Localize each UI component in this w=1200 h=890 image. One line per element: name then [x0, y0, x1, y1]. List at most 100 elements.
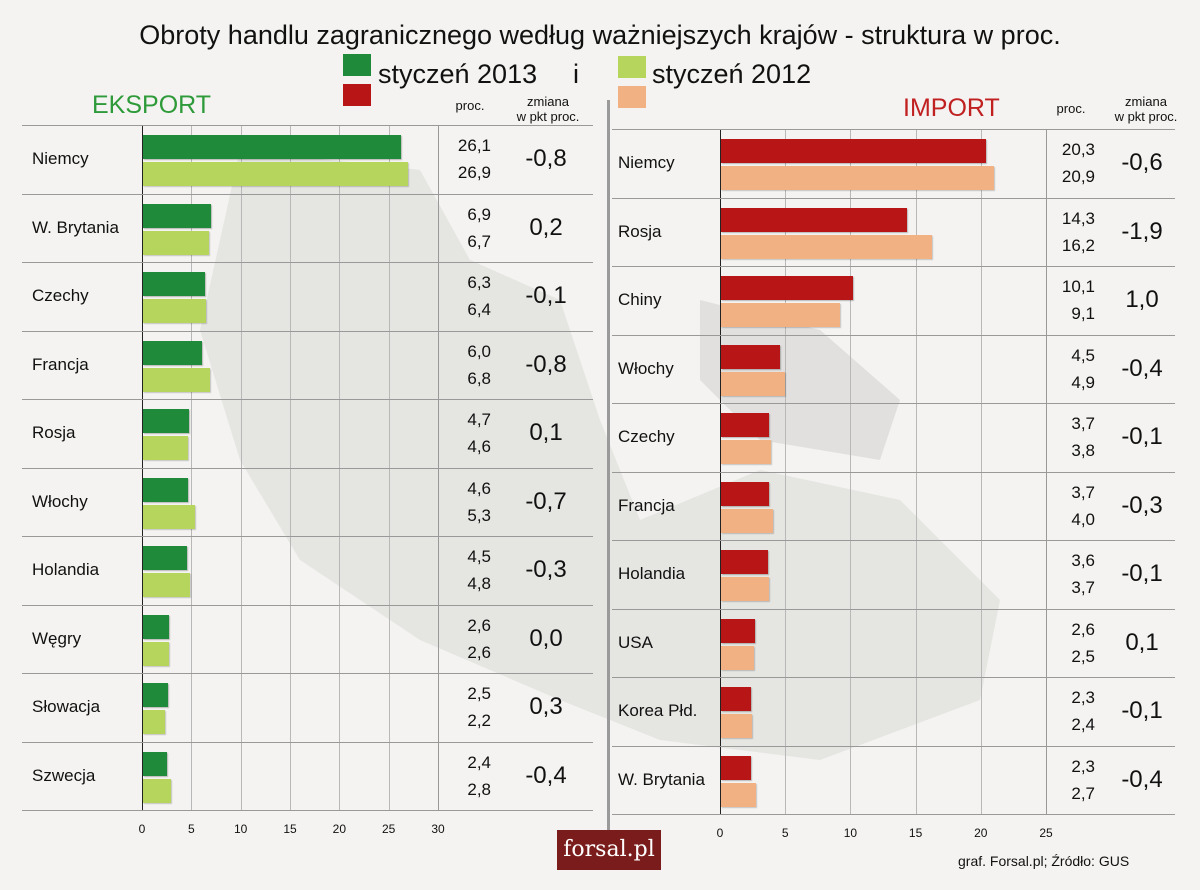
- import-bar-2013: [721, 755, 751, 780]
- export-country-label: Czechy: [32, 286, 89, 306]
- import-value-2012: 3,7: [1071, 578, 1095, 597]
- import-value-2013: 20,3: [1061, 140, 1095, 159]
- export-row-separator: [22, 673, 593, 674]
- export-row-separator: [22, 536, 593, 537]
- import-value-2013: 4,5: [1071, 345, 1095, 365]
- import-value-2013: 3,7: [1071, 482, 1095, 502]
- export-title: EKSPORT: [92, 91, 212, 119]
- import-value-2013: 2,3: [1071, 688, 1095, 707]
- import-value-2012: 2,4: [1071, 715, 1095, 734]
- export-bar-2013: [143, 409, 190, 433]
- export-column-separator: [438, 125, 439, 810]
- import-bar-2013: [721, 207, 908, 232]
- export-bar-2012: [143, 641, 169, 666]
- import-country-label: Rosja: [618, 221, 662, 241]
- export-country-label: Francja: [32, 354, 89, 374]
- export-bar-2012: [143, 710, 165, 734]
- import-bar-2013: [721, 344, 780, 369]
- export-country-label: Włochy: [32, 491, 88, 511]
- import-value-2012: 2,5: [1071, 646, 1095, 666]
- import-row-separator: [612, 403, 1175, 404]
- export-bar-2013: [143, 546, 188, 570]
- import-change-header-line2: w pkt proc.: [1114, 109, 1178, 124]
- export-change-header-line1: zmiana: [527, 94, 569, 109]
- export-value-2013: 2,5: [467, 684, 491, 703]
- export-tick-label: 0: [138, 822, 146, 836]
- export-change-header-line2: w pkt proc.: [516, 109, 580, 124]
- import-change-header-line1: zmiana: [1125, 94, 1167, 109]
- import-column-separator: [1046, 129, 1047, 814]
- import-value-2012: 4,0: [1071, 509, 1095, 529]
- export-bar-2012: [143, 230, 210, 255]
- legend-connector: i: [573, 59, 579, 89]
- export-country-label: W. Brytania: [32, 217, 119, 237]
- export-row-separator: [22, 467, 593, 469]
- import-bar-2013: [721, 139, 986, 163]
- import-row-separator: [612, 197, 1175, 199]
- legend-swatch-import-2012: [618, 86, 646, 108]
- import-country-label: Chiny: [618, 290, 662, 310]
- import-row-separator: [612, 677, 1175, 678]
- import-bar-2012: [721, 508, 774, 533]
- export-bar-2013: [143, 203, 212, 228]
- export-tick-label: 5: [187, 822, 195, 836]
- export-value-2013: 6,3: [467, 273, 491, 292]
- import-change-value: -0,6: [1121, 149, 1163, 176]
- import-tick-label: 5: [781, 826, 789, 840]
- import-change-value: -0,4: [1121, 354, 1163, 382]
- import-tick-label: 25: [1039, 826, 1053, 840]
- import-row-separator: [612, 608, 1175, 610]
- import-country-label: Włochy: [618, 358, 674, 378]
- import-country-label: Holandia: [618, 564, 686, 584]
- legend-label-2012: styczeń 2012: [652, 59, 812, 89]
- export-value-2012: 5,3: [467, 505, 491, 525]
- export-bar-2012: [143, 436, 189, 460]
- export-change-value: -0,3: [525, 556, 567, 583]
- export-row-separator: [22, 262, 593, 263]
- export-country-label: Słowacja: [32, 697, 101, 717]
- import-country-label: Niemcy: [618, 153, 675, 173]
- import-row-separator: [612, 334, 1175, 336]
- legend-swatch-export-2012: [618, 56, 646, 78]
- export-bar-2013: [143, 340, 203, 365]
- export-row-separator: [22, 125, 593, 126]
- export-change-value: 0,0: [529, 624, 563, 652]
- import-change-value: -0,4: [1121, 765, 1163, 793]
- import-bar-2012: [721, 782, 757, 807]
- export-change-value: -0,1: [525, 282, 567, 309]
- import-bar-2012: [721, 577, 770, 601]
- import-country-label: Czechy: [618, 427, 675, 447]
- import-value-2013: 10,1: [1061, 277, 1095, 296]
- panel-separator: [607, 100, 610, 840]
- import-bar-2013: [721, 481, 770, 506]
- import-tick-label: 20: [974, 826, 988, 840]
- import-tick-label: 15: [908, 826, 923, 840]
- import-change-header: zmiana w pkt proc.: [1100, 94, 1192, 124]
- import-value-2012: 9,1: [1071, 304, 1095, 323]
- import-change-value: -0,3: [1121, 491, 1163, 519]
- export-bar-2013: [143, 477, 189, 502]
- export-value-2012: 26,9: [457, 163, 491, 182]
- export-bar-2013: [143, 272, 206, 296]
- export-country-label: Rosja: [32, 423, 76, 443]
- export-change-value: -0,8: [525, 350, 567, 378]
- footer-credit: graf. Forsal.pl; Źródło: GUS: [958, 853, 1130, 869]
- export-value-2013: 4,6: [467, 478, 491, 498]
- export-change-value: -0,7: [525, 487, 567, 515]
- import-title: IMPORT: [903, 94, 1000, 122]
- export-bar-2012: [143, 573, 191, 597]
- export-value-2012: 6,7: [467, 231, 491, 251]
- import-bar-2012: [721, 714, 753, 738]
- export-tick-label: 15: [283, 822, 297, 836]
- import-change-value: -0,1: [1121, 423, 1163, 450]
- export-bar-2012: [143, 504, 196, 529]
- import-tick-label: 0: [716, 826, 724, 840]
- export-change-value: -0,8: [525, 145, 567, 172]
- legend-swatch-import-2013: [343, 84, 371, 106]
- import-change-value: -0,1: [1121, 697, 1163, 724]
- export-row-separator: [22, 330, 593, 332]
- import-value-2012: 20,9: [1061, 167, 1095, 186]
- export-value-2013: 2,4: [467, 752, 491, 772]
- import-bar-2012: [721, 234, 933, 259]
- import-value-2013: 14,3: [1061, 208, 1095, 228]
